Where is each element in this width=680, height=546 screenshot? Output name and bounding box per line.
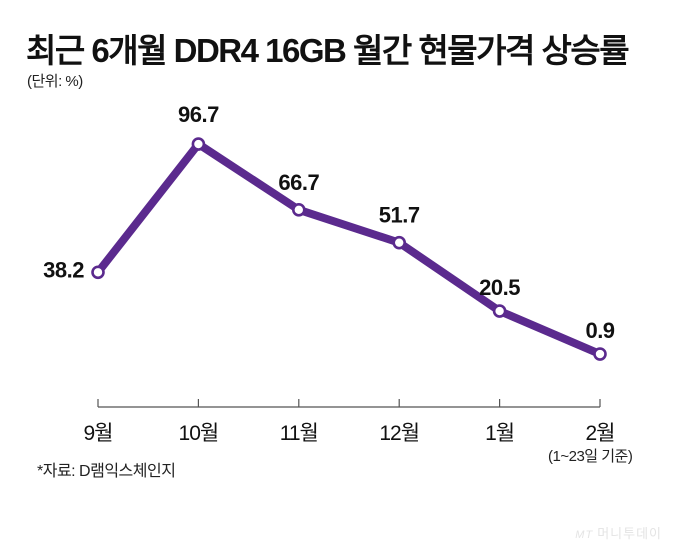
source-note: *자료: D램익스체인지 — [37, 463, 176, 480]
x-tick-label: 10월 — [179, 422, 219, 445]
x-axis — [97, 399, 601, 408]
data-point — [392, 235, 407, 250]
data-points — [91, 137, 607, 361]
data-label: 38.2 — [43, 257, 84, 282]
series-line — [94, 140, 604, 359]
data-label: 20.5 — [479, 275, 520, 300]
x-tick-labels: 9월 10월 11월 12월 1월 2월 — [84, 422, 616, 445]
data-label: 51.7 — [379, 203, 420, 228]
logo-text: 머니투데이 — [597, 526, 662, 541]
data-point — [91, 265, 105, 280]
data-label: 66.7 — [278, 170, 319, 195]
data-label: 96.7 — [178, 102, 219, 127]
data-label: 0.9 — [585, 318, 614, 343]
chart-title: 최근 6개월 DDR4 16GB 월간 현물가격 상승률 — [26, 32, 630, 69]
axis-annotation: (1~23일 기준) — [548, 448, 633, 465]
data-point — [191, 137, 206, 151]
unit-label: (단위: %) — [27, 73, 83, 90]
data-point — [291, 202, 306, 217]
x-tick-label: 9월 — [84, 422, 113, 445]
x-tick-label: 11월 — [280, 422, 318, 445]
x-tick-label: 1월 — [485, 422, 514, 445]
publisher-logo: MT 머니투데이 — [575, 523, 662, 542]
x-tick-label: 2월 — [586, 422, 615, 445]
data-point — [492, 304, 507, 318]
x-tick-label: 12월 — [379, 422, 419, 445]
data-point — [593, 347, 607, 361]
series-line-group — [94, 140, 604, 359]
logo-mt: MT — [575, 529, 594, 541]
data-labels: 38.2 96.7 66.7 51.7 20.5 0.9 — [43, 102, 615, 343]
